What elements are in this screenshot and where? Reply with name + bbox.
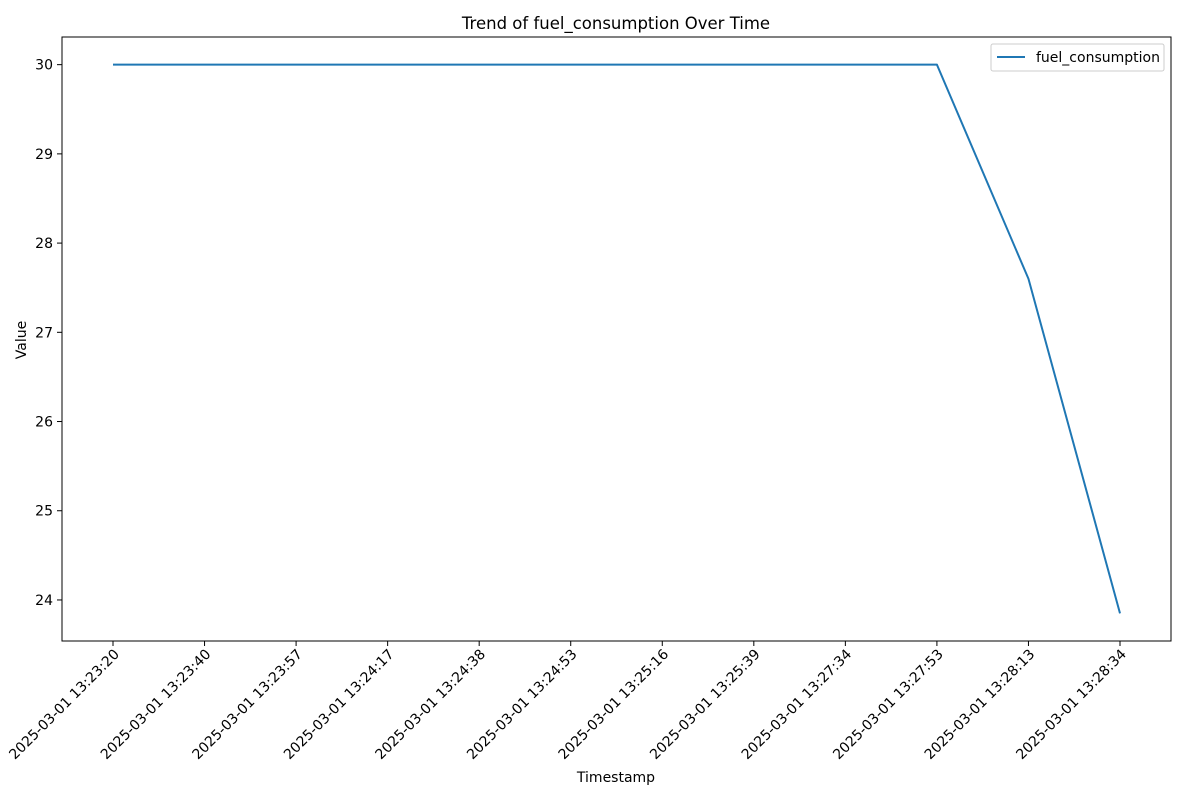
y-tick-label: 28 <box>35 236 53 252</box>
series-layer <box>113 63 1121 614</box>
legend-box <box>990 43 1165 72</box>
y-axis-label: Value <box>14 321 30 359</box>
y-tick-label: 27 <box>35 325 53 341</box>
legend: fuel_consumption <box>990 43 1165 72</box>
y-tick-label: 30 <box>35 58 53 74</box>
y-tick-label: 26 <box>35 415 53 431</box>
legend-label: fuel_consumption <box>1036 50 1160 66</box>
y-axis: 24 25 26 27 28 29 30 <box>35 58 62 609</box>
y-tick-label: 25 <box>35 504 53 520</box>
y-tick-label: 29 <box>35 147 53 163</box>
chart-title: Trend of fuel_consumption Over Time <box>461 14 770 34</box>
series-line-fuel_consumption <box>113 63 1121 614</box>
x-axis-label: Timestamp <box>576 770 655 786</box>
plot-area <box>61 36 1172 642</box>
y-tick-label: 24 <box>35 593 53 609</box>
